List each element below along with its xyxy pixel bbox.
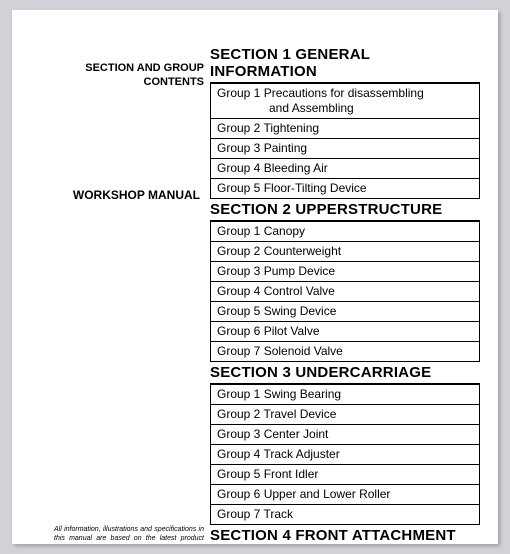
content-wrap: SECTION AND GROUP CONTENTS WORKSHOP MANU… xyxy=(12,10,498,544)
group-cell: Group 4 Bleeding Air xyxy=(210,159,480,179)
group-cell: Group 5 Swing Device xyxy=(210,302,480,322)
disclaimer-text: All information, illustrations and speci… xyxy=(54,525,204,544)
left-column: SECTION AND GROUP CONTENTS WORKSHOP MANU… xyxy=(12,46,210,544)
group-cell: Group 4 Control Valve xyxy=(210,282,480,302)
group-text-indent: and Assembling xyxy=(217,101,473,116)
group-cell: Group 5 Front Idler xyxy=(210,465,480,485)
right-column: SECTION 1 GENERAL INFORMATION Group 1 Pr… xyxy=(210,46,498,544)
group-cell: Group 4 Track Adjuster xyxy=(210,445,480,465)
page: SECTION AND GROUP CONTENTS WORKSHOP MANU… xyxy=(12,10,498,544)
section-2-title: SECTION 2 UPPERSTRUCTURE xyxy=(210,201,480,218)
section-group-l1: SECTION AND GROUP xyxy=(85,62,204,74)
group-cell: Group 2 Counterweight xyxy=(210,242,480,262)
group-cell: Group 1 Swing Bearing xyxy=(210,383,480,405)
group-cell: Group 1 Canopy xyxy=(210,220,480,242)
section-group-label: SECTION AND GROUP CONTENTS xyxy=(12,62,210,90)
group-cell: Group 1 Precautions for disassembling an… xyxy=(210,82,480,119)
group-cell: Group 3 Pump Device xyxy=(210,262,480,282)
group-cell: Group 5 Floor-Tilting Device xyxy=(210,179,480,199)
section-4-title: SECTION 4 FRONT ATTACHMENT xyxy=(210,527,480,544)
group-text: Group 1 Precautions for disassembling xyxy=(217,86,424,100)
section-3-title: SECTION 3 UNDERCARRIAGE xyxy=(210,364,480,381)
group-cell: Group 6 Pilot Valve xyxy=(210,322,480,342)
group-cell: Group 3 Center Joint xyxy=(210,425,480,445)
group-cell: Group 2 Travel Device xyxy=(210,405,480,425)
group-cell: Group 6 Upper and Lower Roller xyxy=(210,485,480,505)
section-group-l2: CONTENTS xyxy=(144,76,205,88)
group-cell: Group 7 Solenoid Valve xyxy=(210,342,480,362)
group-cell: Group 7 Track xyxy=(210,505,480,525)
section-1-title: SECTION 1 GENERAL INFORMATION xyxy=(210,46,480,80)
group-cell: Group 2 Tightening xyxy=(210,119,480,139)
workshop-label: WORKSHOP MANUAL xyxy=(73,188,206,203)
group-cell: Group 3 Painting xyxy=(210,139,480,159)
